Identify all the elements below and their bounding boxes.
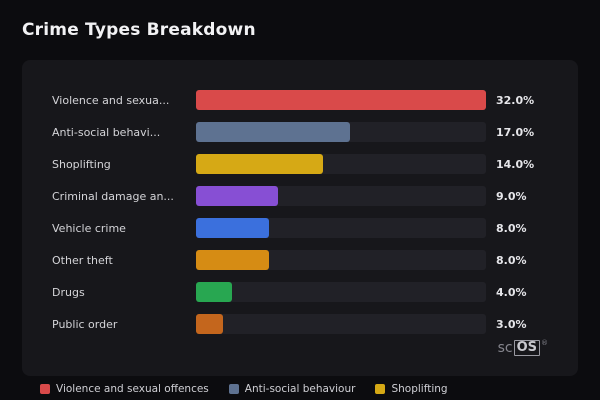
bar-track	[196, 154, 486, 174]
logo-text-sc: sc	[497, 340, 513, 356]
category-label: Shoplifting	[52, 157, 111, 171]
bar-track	[196, 122, 486, 142]
bar-row: Drugs 4.0%	[52, 282, 552, 302]
bar-segment[interactable]	[196, 186, 278, 206]
logo-text-os: OS	[513, 340, 540, 356]
bar-row: Anti-social behavi... 17.0%	[52, 122, 552, 142]
bar-track	[196, 186, 486, 206]
bar-segment[interactable]	[196, 250, 269, 270]
bar-segment[interactable]	[196, 154, 323, 174]
bar-row: Shoplifting 14.0%	[52, 154, 552, 174]
category-label: Criminal damage an...	[52, 189, 174, 203]
bar-segment[interactable]	[196, 314, 224, 334]
legend-swatch	[40, 384, 50, 394]
scos-logo: sc OS ®	[498, 340, 548, 356]
legend-item[interactable]: Shoplifting	[375, 383, 448, 395]
bar-segment[interactable]	[196, 282, 233, 302]
bar-track	[196, 314, 486, 334]
value-label: 3.0%	[496, 317, 527, 331]
registered-mark: ®	[541, 339, 548, 347]
bar-track	[196, 90, 486, 110]
legend-label: Violence and sexual offences	[56, 383, 209, 395]
bar-track	[196, 282, 486, 302]
bar-segment[interactable]	[196, 218, 269, 238]
legend-swatch	[228, 384, 239, 394]
bar-row: Violence and sexua... 32.0%	[52, 90, 552, 110]
value-label: 4.0%	[496, 285, 527, 299]
value-label: 8.0%	[496, 253, 527, 267]
legend-label: Anti-social behaviour	[244, 383, 356, 395]
bar-track	[196, 218, 486, 238]
legend-item[interactable]: Violence and sexual offences	[40, 383, 209, 395]
category-label: Drugs	[52, 285, 85, 299]
category-label: Public order	[52, 317, 118, 331]
bar-segment[interactable]	[196, 90, 486, 110]
bar-track	[196, 250, 486, 270]
bar-row: Other theft 8.0%	[52, 250, 552, 270]
category-label: Other theft	[52, 253, 113, 267]
bar-row: Public order 3.0%	[52, 314, 552, 334]
bar-row: Criminal damage an... 9.0%	[52, 186, 552, 206]
legend-swatch	[375, 384, 386, 394]
bar-segment[interactable]	[196, 122, 351, 142]
value-label: 8.0%	[496, 221, 527, 235]
value-label: 14.0%	[496, 157, 535, 171]
value-label: 32.0%	[496, 93, 535, 107]
legend-item[interactable]: Anti-social behaviour	[228, 383, 356, 395]
value-label: 9.0%	[496, 189, 527, 203]
bar-row: Vehicle crime 8.0%	[52, 218, 552, 238]
category-label: Violence and sexua...	[52, 93, 170, 107]
chart-card: Violence and sexua... 32.0% Anti-social be…	[22, 60, 578, 376]
chart-legend: Violence and sexual offences Anti-social …	[40, 383, 448, 395]
bar-chart: Violence and sexua... 32.0% Anti-social be…	[52, 90, 552, 334]
category-label: Anti-social behavi...	[52, 125, 161, 139]
category-label: Vehicle crime	[52, 221, 126, 235]
page-title: Crime Types Breakdown	[22, 20, 256, 40]
legend-label: Shoplifting	[391, 383, 448, 395]
value-label: 17.0%	[496, 125, 535, 139]
